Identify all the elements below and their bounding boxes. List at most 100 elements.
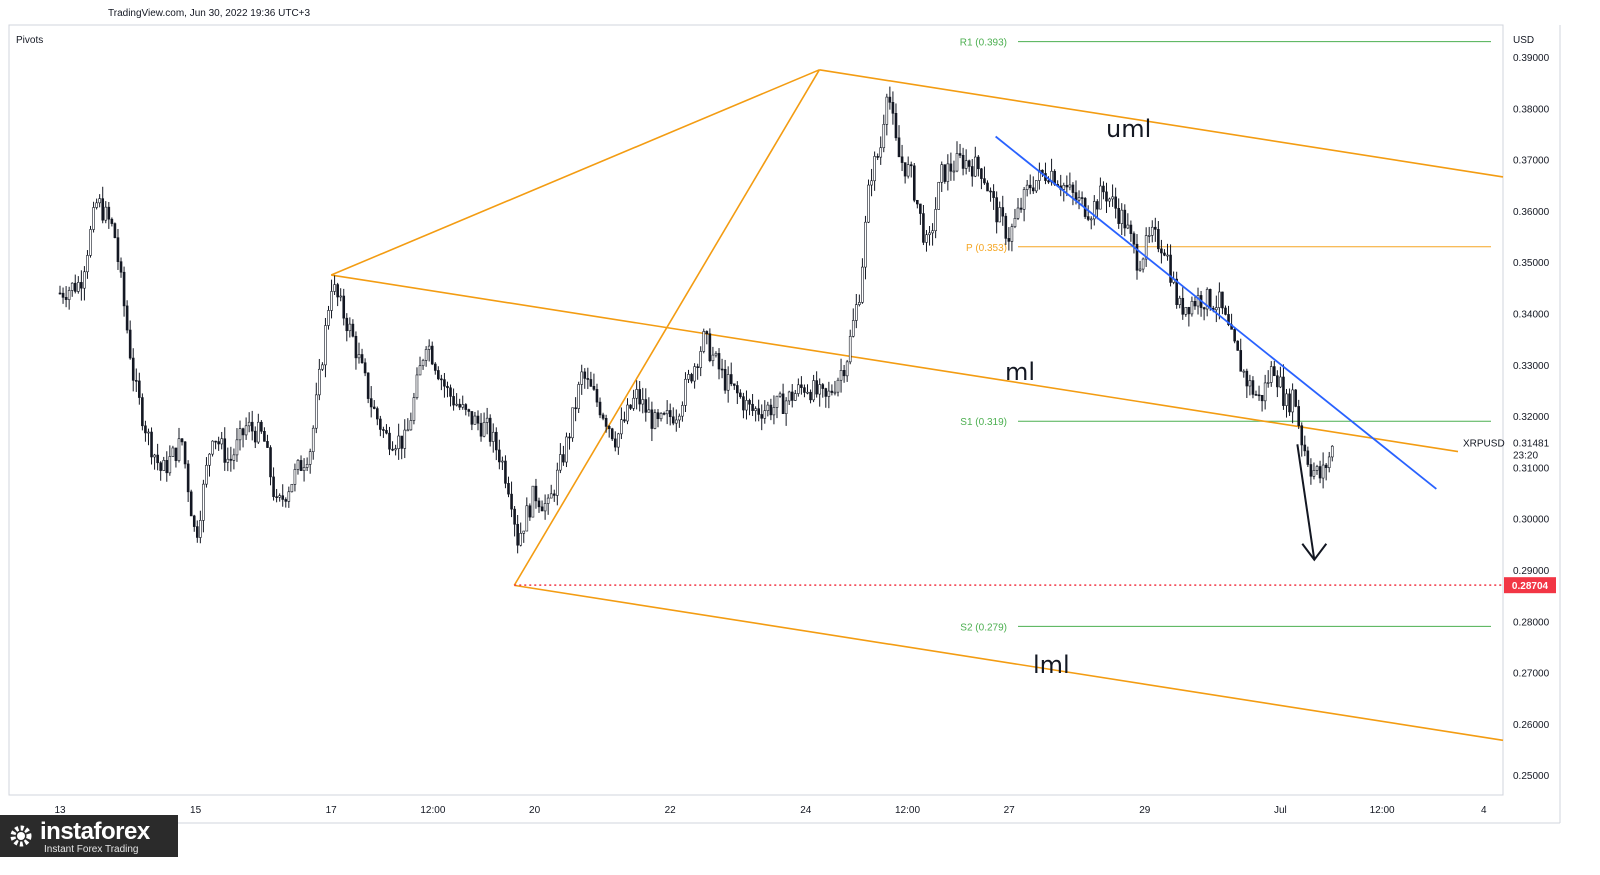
candle <box>293 463 297 492</box>
candle <box>583 368 587 389</box>
candle-body <box>260 421 263 432</box>
candle <box>1224 305 1227 316</box>
candle-body <box>1175 278 1178 305</box>
candle <box>745 390 748 420</box>
candle <box>885 93 889 136</box>
candle <box>437 366 440 381</box>
candle-body <box>1001 207 1005 217</box>
candle-body <box>1157 229 1160 250</box>
candle-body <box>507 483 510 495</box>
candle-body <box>342 295 346 319</box>
candle <box>314 382 318 434</box>
x-tick-label: 27 <box>1004 805 1016 816</box>
y-axis-currency: USD <box>1513 35 1534 46</box>
candle <box>751 394 754 417</box>
y-tick-label: 0.26000 <box>1513 720 1550 731</box>
candle-body <box>565 436 568 463</box>
candle-body <box>617 433 620 448</box>
candle-body <box>1132 233 1136 245</box>
candle <box>1102 181 1105 200</box>
pivot-label: S2 (0.279) <box>960 622 1007 633</box>
candle-body <box>174 447 178 461</box>
candle-body <box>549 493 553 499</box>
candle <box>220 431 224 450</box>
candle-body <box>763 410 767 419</box>
candle-body <box>418 365 422 376</box>
candle <box>418 356 422 376</box>
candle-body <box>522 530 526 534</box>
marked-level-badge <box>1504 577 1556 594</box>
candle-body <box>851 320 855 337</box>
candle <box>1111 184 1114 207</box>
candle-body <box>485 417 489 423</box>
candle <box>73 274 77 294</box>
candle <box>1031 176 1035 194</box>
indicator-label[interactable]: Pivots <box>16 35 44 46</box>
candle <box>1047 176 1050 184</box>
candle <box>546 494 550 515</box>
candle <box>729 362 733 387</box>
candle <box>647 397 651 413</box>
candle-body <box>729 374 733 385</box>
candle-body <box>1120 209 1124 224</box>
candle-body <box>321 364 324 370</box>
candle <box>159 461 162 481</box>
candle-body <box>537 500 541 508</box>
candle-body <box>784 400 788 414</box>
candle-body <box>440 378 443 381</box>
candle <box>250 410 254 441</box>
candle-body <box>1105 191 1108 202</box>
candle-body <box>67 290 71 300</box>
candle-body <box>269 447 272 478</box>
candle-body <box>1291 389 1294 413</box>
candle-body <box>202 483 205 521</box>
candle <box>818 378 821 407</box>
candle <box>919 203 922 225</box>
candle <box>763 400 767 424</box>
y-tick-label: 0.38000 <box>1513 104 1550 115</box>
candle-body <box>284 499 288 502</box>
candle <box>107 202 111 229</box>
candle-body <box>989 190 992 193</box>
candle <box>696 363 699 380</box>
candle <box>174 447 178 468</box>
candle-body <box>257 421 260 443</box>
candle <box>473 411 477 425</box>
candle <box>156 443 159 471</box>
candle-body <box>1303 444 1307 452</box>
candle <box>665 400 669 425</box>
candle-body <box>183 441 187 465</box>
candle <box>168 445 172 476</box>
candle <box>357 342 361 364</box>
candle-body <box>1135 243 1139 271</box>
candle-body <box>955 153 959 172</box>
candle <box>888 86 892 110</box>
candle-body <box>1126 224 1130 229</box>
candle <box>598 397 602 419</box>
candle-body <box>458 403 461 408</box>
candle-body <box>406 429 410 432</box>
uml-label: uml <box>1106 115 1151 143</box>
candle <box>1254 390 1258 396</box>
candle-body <box>720 368 724 371</box>
candle-body <box>400 435 404 449</box>
candle-body <box>931 230 934 234</box>
candle-body <box>369 398 373 408</box>
candle <box>659 412 663 422</box>
candle <box>961 147 965 176</box>
instaforex-logo: instaforex Instant Forex Trading <box>0 815 178 857</box>
candle <box>226 447 230 472</box>
candle-body <box>540 506 544 512</box>
candle-body <box>916 199 919 205</box>
candle <box>797 378 800 397</box>
candle <box>1135 234 1139 280</box>
candle-body <box>1166 254 1169 257</box>
candle-body <box>144 425 147 434</box>
candle-body <box>912 165 916 201</box>
candle-body <box>382 429 385 431</box>
candle <box>311 425 315 460</box>
candle-body <box>1221 291 1224 309</box>
candle <box>565 432 568 468</box>
candle-body <box>1147 235 1151 237</box>
candle <box>629 404 632 410</box>
